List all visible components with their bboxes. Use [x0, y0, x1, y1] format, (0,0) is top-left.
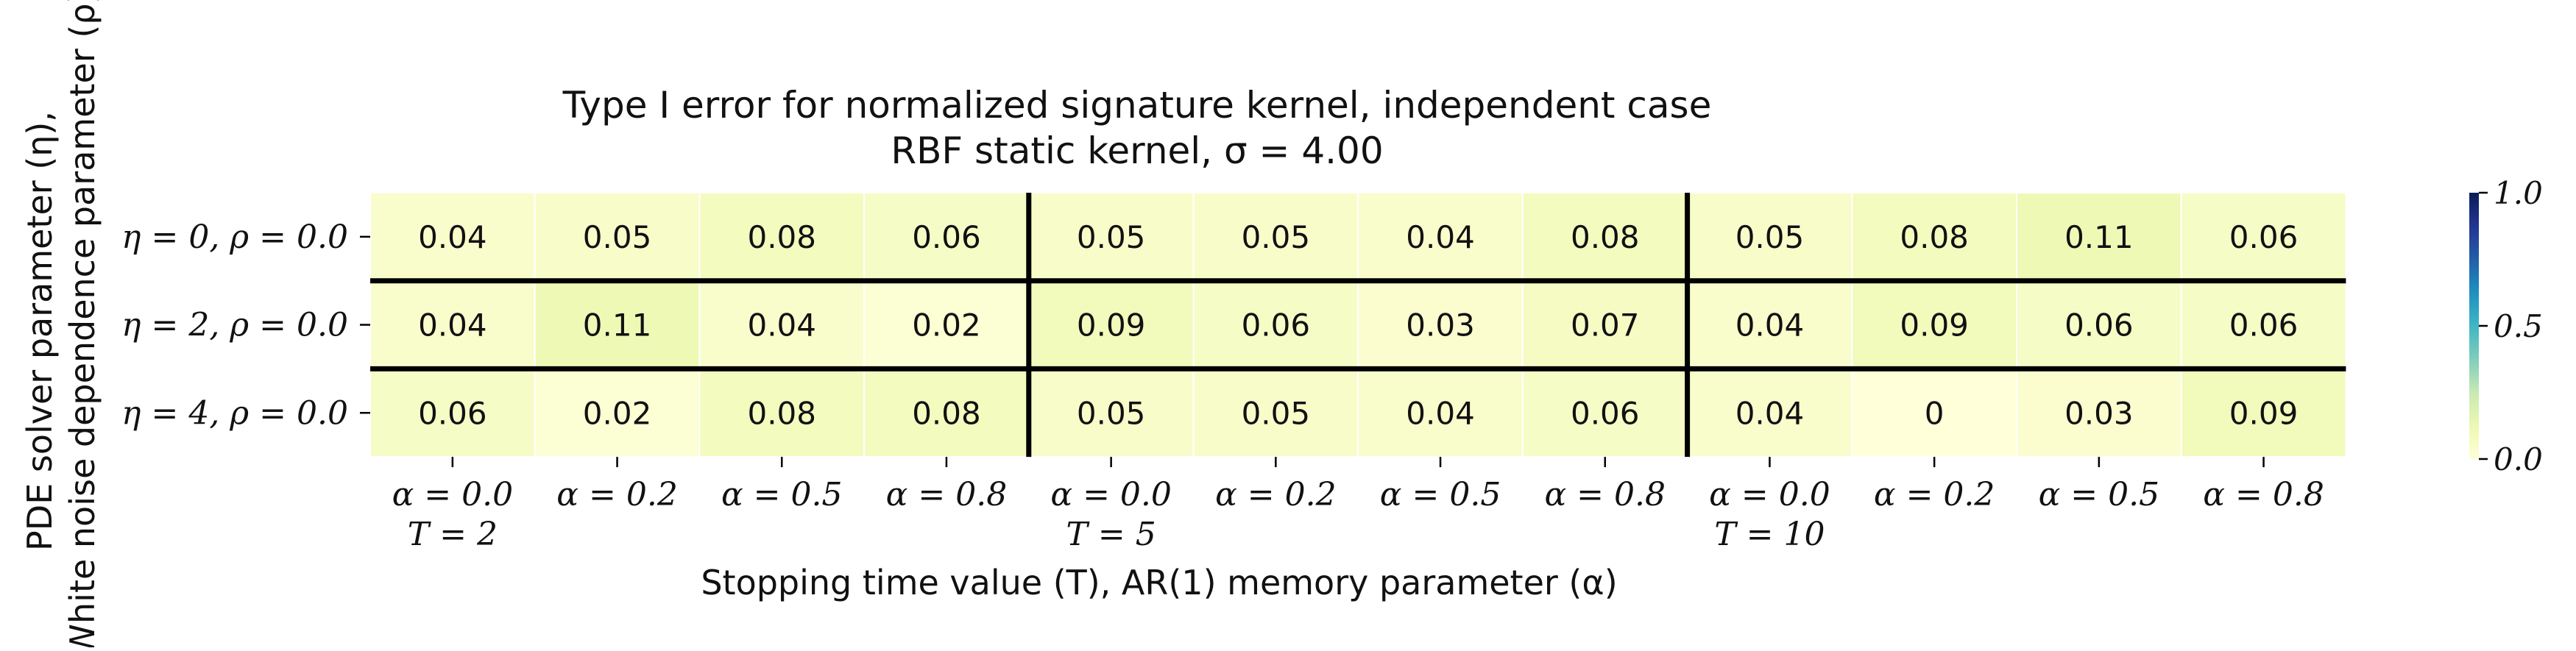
heatmap-cell [1027, 368, 1195, 458]
colorbar-gradient [2469, 193, 2479, 459]
heatmap-cell [369, 368, 536, 458]
x-tick-label: α = 0.0 [1709, 476, 1830, 513]
heatmap-cell [1192, 192, 1359, 282]
cell-value-label: 0.04 [418, 219, 487, 255]
y-tick-label: η = 0, ρ = 0.0 [121, 218, 348, 256]
cell-value-label: 0.05 [1735, 219, 1805, 255]
heatmap-cell [1192, 280, 1359, 370]
cell-value-label: 0.08 [912, 395, 981, 431]
heatmap-cell [698, 192, 866, 282]
x-tick-label: T = 5 [1066, 516, 1156, 553]
x-tick-label: α = 0.2 [556, 476, 678, 513]
x-axis-ticks: α = 0.0T = 2α = 0.2 α = 0.5 α = 0.8 α = 0.0… [392, 457, 2324, 553]
x-tick-label: α = 0.0 [392, 476, 514, 513]
chart-subtitle: RBF static kernel, σ = 4.00 [891, 129, 1383, 172]
cell-value-label: 0.04 [1735, 395, 1805, 431]
cell-value-label: 0.02 [912, 307, 981, 344]
x-tick-label: α = 0.5 [2039, 476, 2160, 513]
y-axis-label-line-1: PDE solver parameter (η), [20, 111, 60, 551]
cell-value-label: 0.11 [2064, 219, 2134, 255]
heatmap-cell [1686, 280, 1853, 370]
x-tick-label: α = 0.2 [1874, 476, 1995, 513]
cell-value-label: 0.08 [1900, 219, 1969, 255]
heatmap-cell [1027, 192, 1195, 282]
colorbar-tick-label: 0.5 [2494, 308, 2543, 344]
separator-lines [370, 193, 2346, 458]
cell-value-label: 0.08 [747, 395, 816, 431]
heatmap-cell [369, 280, 536, 370]
cell-value-label: 0.09 [1900, 307, 1969, 344]
x-tick-label: T = 2 [408, 516, 498, 553]
heatmap-cell [2016, 368, 2182, 458]
heatmap-cell [2180, 192, 2347, 282]
colorbar-tick-label: 1.0 [2494, 175, 2543, 211]
cell-value-label: 0.02 [583, 395, 652, 431]
y-tick-label: η = 4, ρ = 0.0 [121, 394, 348, 432]
heatmap-cell [534, 192, 701, 282]
heatmap-cell [698, 368, 866, 458]
cell-value-label: 0.06 [418, 395, 487, 431]
heatmap-cell [1851, 192, 2018, 282]
y-tick-label: η = 2, ρ = 0.0 [121, 307, 348, 344]
heatmap-cell [1521, 192, 1688, 282]
cell-value-label: 0.06 [1571, 395, 1640, 431]
cell-value-label: 0.05 [1242, 395, 1311, 431]
cell-value-label: 0.09 [1077, 307, 1146, 344]
cell-value-label: 0.05 [583, 219, 652, 255]
cell-value-label: 0.08 [747, 219, 816, 255]
cell-value-label: 0.04 [1406, 395, 1475, 431]
heatmap-cell [2180, 280, 2347, 370]
heatmap-cell [2016, 280, 2182, 370]
x-axis-label: Stopping time value (T), AR(1) memory pa… [701, 563, 1617, 602]
x-tick-label: α = 0.8 [2203, 476, 2324, 513]
x-tick-label: α = 0.2 [1215, 476, 1337, 513]
x-tick-label: α = 0.8 [886, 476, 1008, 513]
y-axis-label-line-2: White noise dependence parameter (ρ) [63, 0, 102, 647]
cell-value-label: 0.04 [418, 307, 487, 344]
chart-title: Type I error for normalized signature ke… [562, 84, 1712, 127]
cell-value-label: 0.06 [2229, 219, 2299, 255]
heatmap-cell [863, 280, 1030, 370]
heatmap-cell [863, 192, 1030, 282]
heatmap-cell [1357, 280, 1524, 370]
cell-value-label: 0.07 [1571, 307, 1640, 344]
heatmap-cell [369, 192, 536, 282]
cell-value-label: 0.04 [1735, 307, 1805, 344]
cell-value-label: 0.11 [583, 307, 652, 344]
x-tick-label: α = 0.5 [1380, 476, 1501, 513]
cell-value-label: 0.05 [1077, 395, 1146, 431]
heatmap-cell [863, 368, 1030, 458]
heatmap-cell [2180, 368, 2347, 458]
x-tick-label: α = 0.5 [721, 476, 843, 513]
colorbar-tick-label: 0.0 [2494, 441, 2543, 477]
cell-value-label: 0.08 [1571, 219, 1640, 255]
cell-value-label: 0.09 [2229, 395, 2299, 431]
cell-value-label: 0.06 [2064, 307, 2134, 344]
y-axis-label: PDE solver parameter (η), White noise de… [20, 0, 102, 651]
cell-value-label: 0.05 [1077, 219, 1146, 255]
cell-value-label: 0.04 [747, 307, 816, 344]
cell-value-label: 0.04 [1406, 219, 1475, 255]
heatmap-cells: 0.04 0.05 0.08 0.06 0.05 0.05 0.04 0.08 0.05 0.08… [369, 192, 2347, 458]
cell-value-label: 0.06 [2229, 307, 2299, 344]
cell-value-label: 0.03 [2064, 395, 2134, 431]
cell-value-label: 0.06 [1242, 307, 1311, 344]
x-tick-label: α = 0.8 [1544, 476, 1666, 513]
y-axis-ticks: η = 0, ρ = 0.0 η = 2, ρ = 0.0 η = 4, ρ = 0… [121, 218, 370, 432]
x-tick-label: T = 10 [1714, 516, 1825, 553]
cell-value-label: 0.05 [1242, 219, 1311, 255]
cell-value-label: 0.06 [912, 219, 981, 255]
cell-value-label: 0.03 [1406, 307, 1475, 344]
cell-value-label: 0 [1925, 395, 1945, 431]
x-tick-label: α = 0.0 [1050, 476, 1172, 513]
heatmap-cell [1521, 280, 1688, 370]
colorbar: 0.0 0.5 1.0 [2469, 175, 2543, 477]
